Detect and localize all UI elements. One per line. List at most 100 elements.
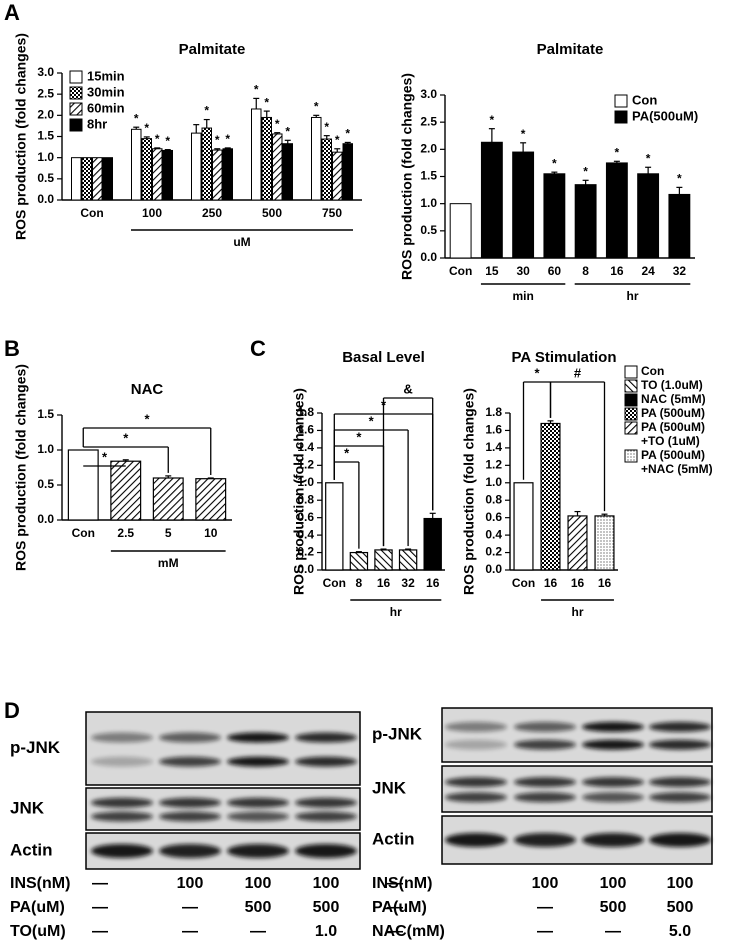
bar xyxy=(637,173,660,259)
bar xyxy=(152,148,163,201)
group-label: hr xyxy=(627,289,639,303)
bar xyxy=(398,549,418,571)
blot-band xyxy=(514,792,576,803)
y-tick-label: 0.5 xyxy=(37,171,54,185)
significance-label: * xyxy=(275,117,280,131)
y-tick-label: 0.2 xyxy=(485,545,502,559)
x-tick-label: 15 xyxy=(485,264,499,278)
blot-band xyxy=(649,721,711,732)
significance-label: * xyxy=(225,132,230,146)
legend-swatch xyxy=(69,118,83,132)
bar xyxy=(152,477,184,521)
y-axis-label: ROS production (fold changes) xyxy=(461,388,477,595)
significance-label: * xyxy=(490,113,495,127)
blot-band xyxy=(159,756,221,767)
y-tick-label: 1.0 xyxy=(37,442,54,456)
significance-label: * xyxy=(335,133,340,147)
bar xyxy=(325,482,344,571)
significance-label: * xyxy=(165,134,170,148)
blot-band xyxy=(445,833,507,847)
blot-band xyxy=(159,811,221,822)
blot-band xyxy=(649,739,711,750)
legend-label: 15min xyxy=(87,68,125,83)
bar xyxy=(195,478,227,521)
blot-band xyxy=(91,732,153,743)
y-tick-label: 0.4 xyxy=(485,527,502,541)
blot-band xyxy=(514,721,576,732)
bar xyxy=(141,138,152,201)
x-tick-label: 30 xyxy=(516,264,530,278)
condition-label: PA(uM) xyxy=(10,899,65,916)
significance-label: * xyxy=(344,445,350,460)
condition-value: — xyxy=(182,899,198,916)
blot-row-label: JNK xyxy=(372,778,407,797)
blot-band xyxy=(445,777,507,788)
blot-row-label: Actin xyxy=(10,840,53,859)
blot-band xyxy=(649,777,711,788)
bar xyxy=(540,422,561,571)
legend-label: PA (500uM) xyxy=(641,406,705,420)
significance-label: * xyxy=(123,430,129,445)
legend-label: 60min xyxy=(87,100,125,115)
significance-label: * xyxy=(369,413,375,428)
legend-swatch xyxy=(69,102,83,116)
significance-label: * xyxy=(254,83,259,97)
condition-value: — xyxy=(250,923,266,940)
y-tick-label: 0.0 xyxy=(485,562,502,576)
x-tick-label: 2.5 xyxy=(117,526,134,540)
significance-label: * xyxy=(534,365,540,380)
condition-value: — xyxy=(387,875,403,892)
y-tick-label: 2.0 xyxy=(37,108,54,122)
legend-label: Con xyxy=(632,92,657,107)
group-label: hr xyxy=(390,605,402,619)
condition-value: 100 xyxy=(667,875,694,892)
x-tick-label: Con xyxy=(449,264,472,278)
blot-band xyxy=(227,811,289,822)
bar xyxy=(71,157,82,201)
chart-title: Palmitate xyxy=(537,41,604,58)
legend-swatch xyxy=(624,407,638,421)
blot-band xyxy=(159,844,221,858)
significance-label: * xyxy=(134,111,139,125)
blot-band xyxy=(445,739,507,750)
bar xyxy=(423,517,442,571)
y-axis-label: ROS production (fold changes) xyxy=(399,73,415,280)
bar xyxy=(212,149,223,201)
panel-label: C xyxy=(250,336,266,361)
bar xyxy=(282,143,293,201)
blot-band xyxy=(649,792,711,803)
legend-label: +NAC (5mM) xyxy=(641,462,713,476)
blot-band xyxy=(445,792,507,803)
blot-band xyxy=(514,739,576,750)
bar xyxy=(92,157,103,201)
y-tick-label: 1.0 xyxy=(485,475,502,489)
condition-label: NAC(mM) xyxy=(372,923,445,940)
panel-label: A xyxy=(4,0,20,25)
bar xyxy=(480,141,503,259)
blot-band xyxy=(227,732,289,743)
x-tick-label: 750 xyxy=(322,206,342,220)
x-tick-label: 500 xyxy=(262,206,282,220)
significance-label: * xyxy=(215,133,220,147)
y-tick-label: 1.0 xyxy=(37,150,54,164)
x-tick-label: Con xyxy=(323,576,346,590)
bar xyxy=(449,203,472,259)
x-tick-label: 32 xyxy=(673,264,687,278)
x-tick-label: Con xyxy=(72,526,95,540)
significance-label: * xyxy=(521,127,526,141)
significance-label: & xyxy=(403,381,412,396)
x-tick-label: 8 xyxy=(582,264,589,278)
y-tick-label: 0.6 xyxy=(485,510,502,524)
legend-label: 30min xyxy=(87,84,125,99)
y-tick-label: 1.6 xyxy=(485,423,502,437)
blot-band xyxy=(445,721,507,732)
blot-band xyxy=(91,756,153,767)
bar xyxy=(272,133,283,201)
blot-band xyxy=(295,844,357,858)
bar xyxy=(513,482,534,571)
condition-value: 500 xyxy=(667,899,694,916)
condition-value: 100 xyxy=(600,875,627,892)
x-tick-label: 32 xyxy=(401,576,415,590)
bar xyxy=(261,116,272,201)
condition-value: — xyxy=(92,899,108,916)
